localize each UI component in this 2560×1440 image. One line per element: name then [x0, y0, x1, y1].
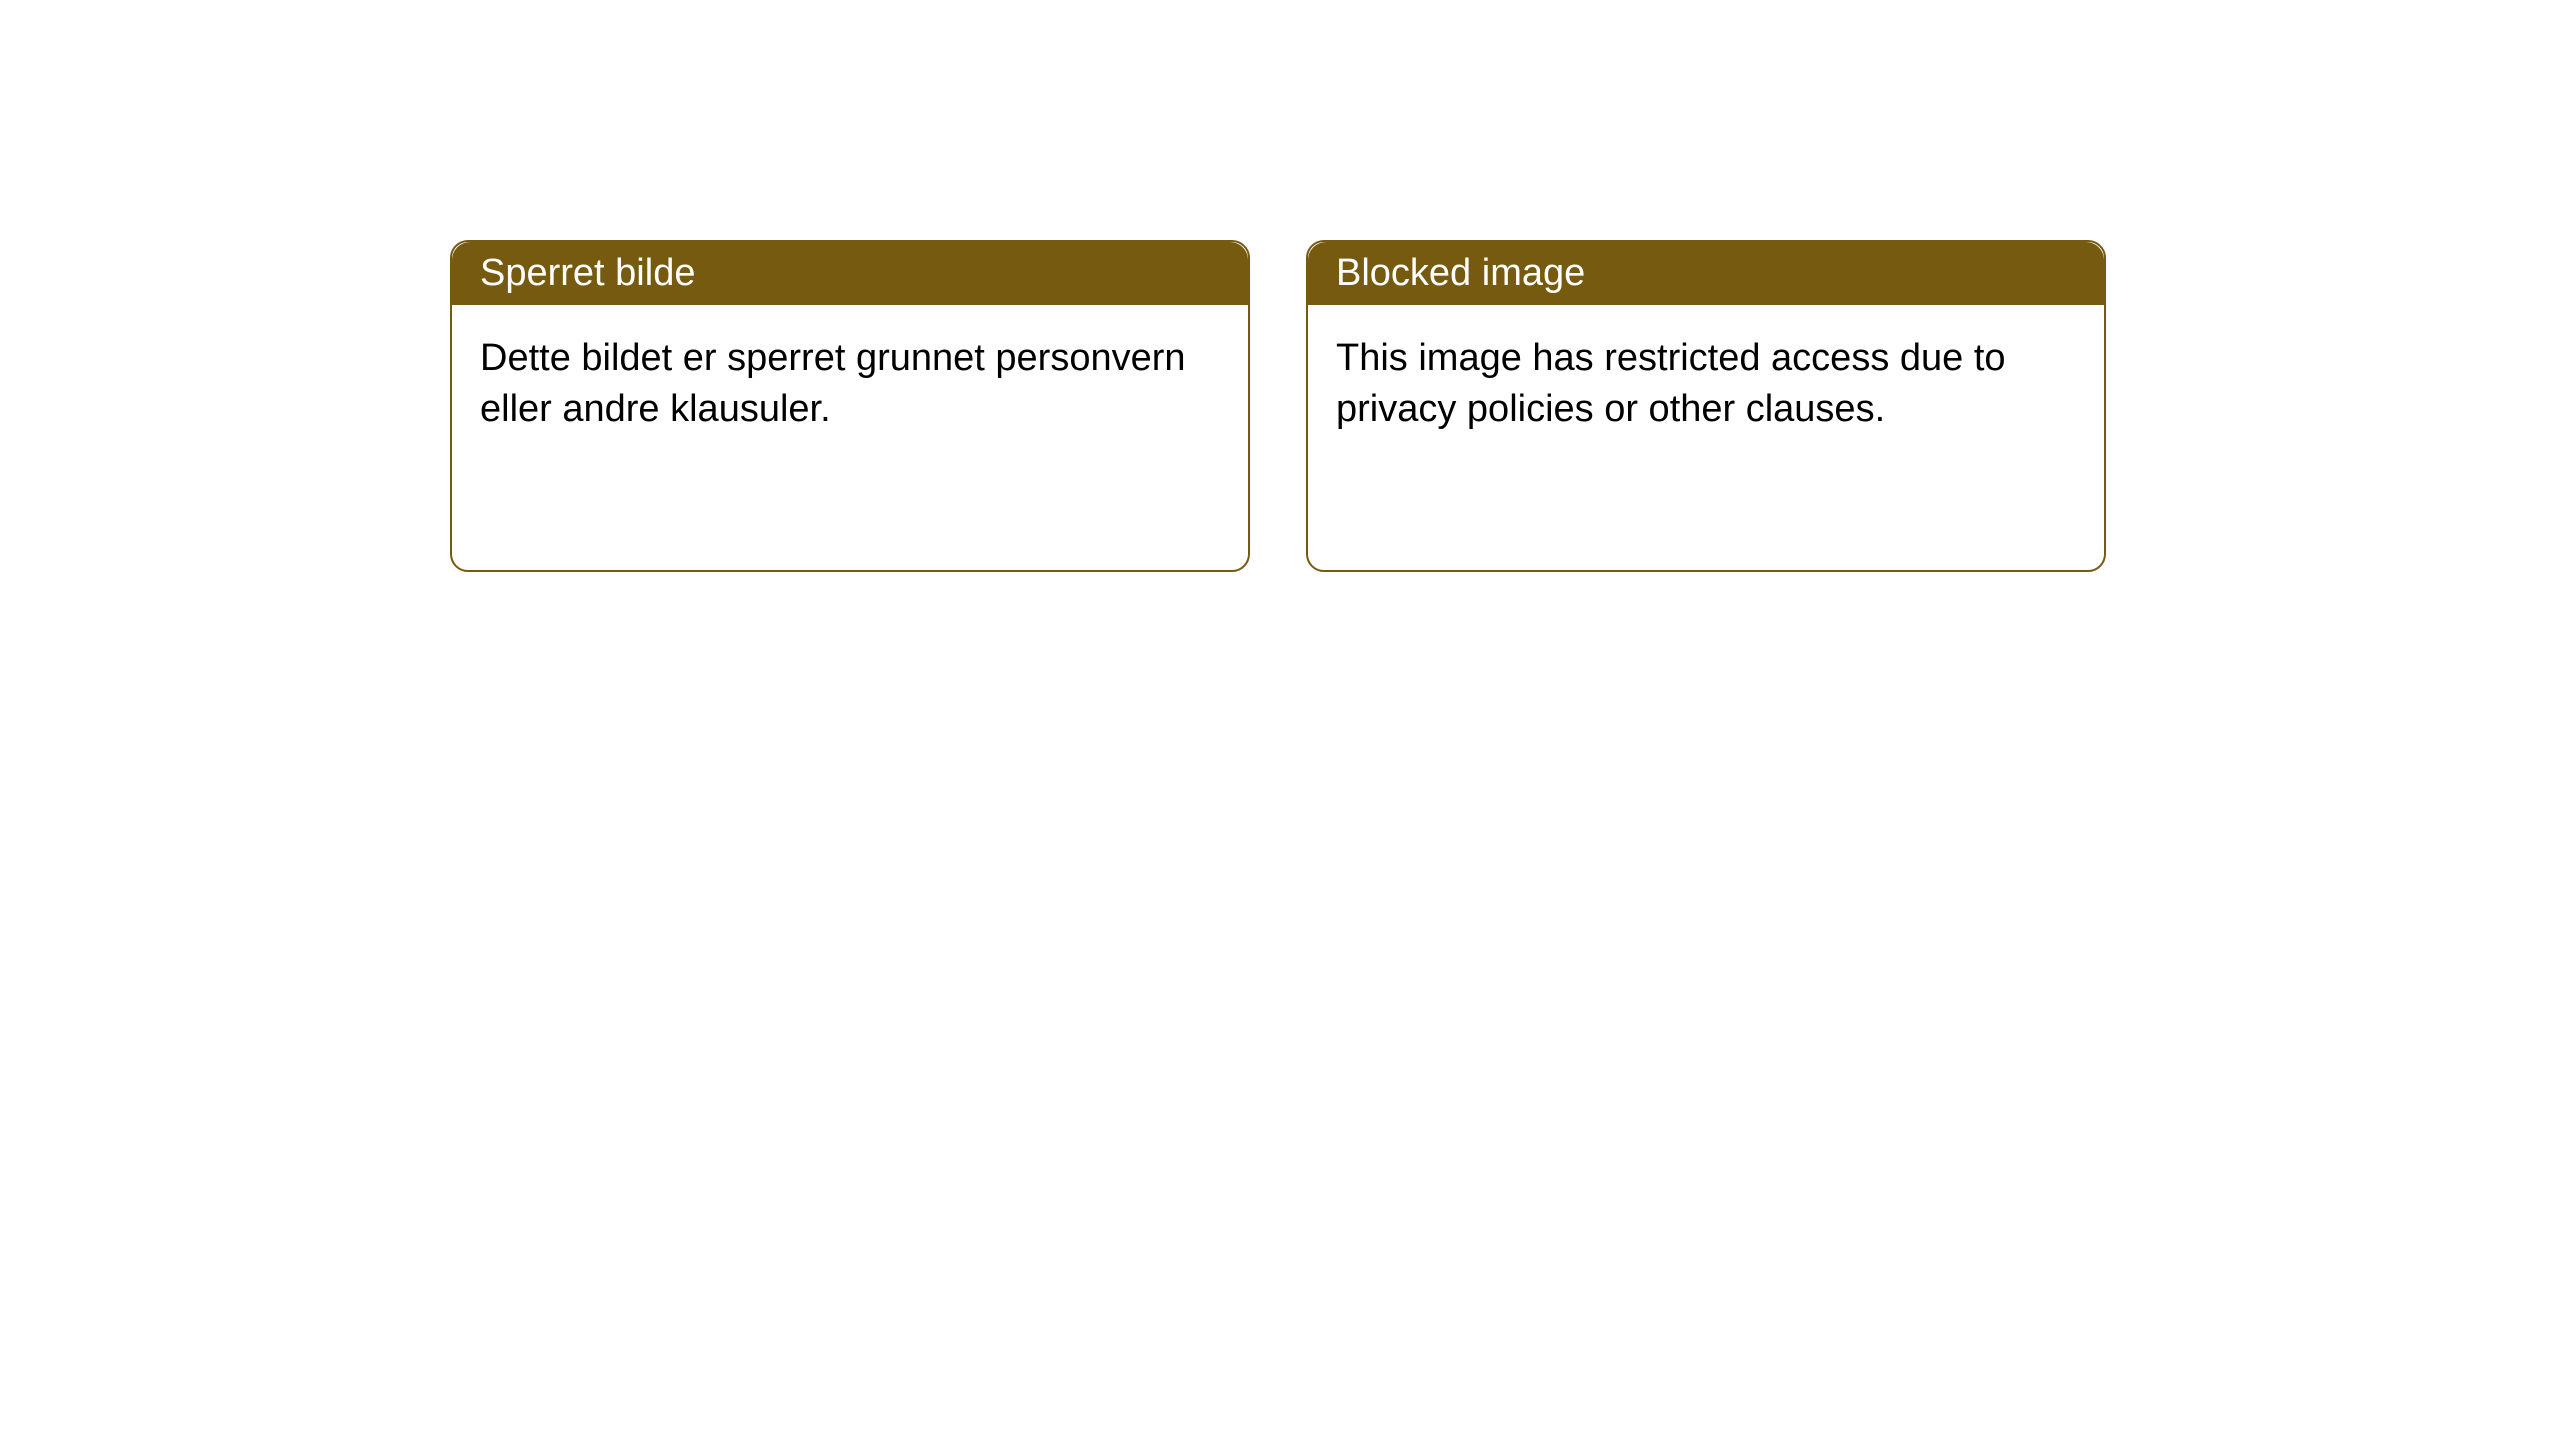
card-title: Blocked image	[1336, 252, 1585, 294]
card-body-text: Dette bildet er sperret grunnet personve…	[480, 337, 1186, 430]
card-body-text: This image has restricted access due to …	[1336, 337, 2006, 430]
card-header: Blocked image	[1308, 242, 2104, 305]
card-title: Sperret bilde	[480, 252, 695, 294]
notice-container: Sperret bilde Dette bildet er sperret gr…	[450, 240, 2106, 572]
notice-card-norwegian: Sperret bilde Dette bildet er sperret gr…	[450, 240, 1250, 572]
card-header: Sperret bilde	[452, 242, 1248, 305]
card-body: This image has restricted access due to …	[1308, 305, 2104, 570]
card-body: Dette bildet er sperret grunnet personve…	[452, 305, 1248, 570]
notice-card-english: Blocked image This image has restricted …	[1306, 240, 2106, 572]
